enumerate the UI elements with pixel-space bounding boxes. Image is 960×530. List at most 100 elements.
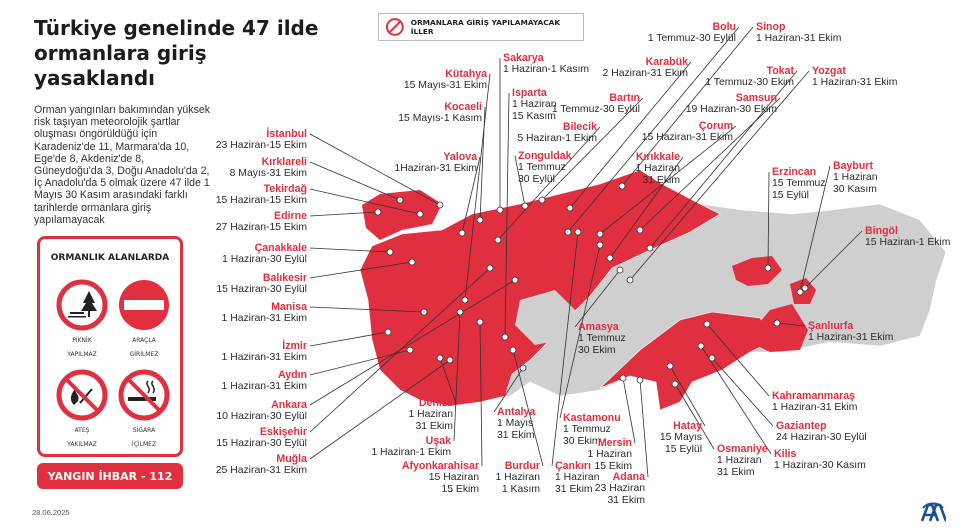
province-marker (494, 236, 502, 244)
province-name: Isparta (512, 87, 547, 99)
province-name: Ankara (271, 399, 307, 411)
thrace-region (362, 190, 442, 240)
province-name: Kahramanmaraş (772, 390, 856, 402)
province-label: Kütahya 15 Mayıs-31 Ekim (404, 68, 487, 92)
restricted-south (599, 311, 776, 411)
province-label: Çankırı 1 Haziran 31 Ekim (555, 460, 599, 497)
central-grey (515, 290, 575, 345)
ban-period: 30 Ekim (563, 436, 601, 448)
province-marker (666, 362, 674, 370)
ban-period: 31 Ekim (607, 495, 645, 507)
province-marker (408, 258, 416, 266)
leader-line (439, 357, 457, 404)
province-label: Denizli 1 Haziran 31 Ekim (409, 397, 453, 434)
province-label: Erzincan 15 Temmuz 15 Eylül (772, 166, 826, 203)
leader-line (453, 311, 461, 442)
province-name: Edirne (274, 210, 307, 222)
ban-period: 15 Mayıs (659, 432, 702, 444)
province-name: Kastamonu (563, 412, 621, 424)
province-marker (476, 318, 484, 326)
leader-line (514, 155, 526, 207)
leader-lines (309, 26, 863, 478)
leader-line (776, 322, 806, 327)
leader-line (309, 279, 516, 406)
province-marker (619, 374, 627, 382)
province-name: Antalya (497, 406, 536, 418)
province-name: Uşak (425, 435, 451, 447)
province-name: Kilis (774, 448, 797, 460)
province-label: Muğla 25 Haziran-31 Ekim (216, 453, 307, 477)
province-marker (406, 346, 414, 354)
leader-line (621, 26, 754, 187)
ban-period: 1 Haziran (717, 455, 762, 467)
leader-line (479, 321, 483, 467)
province-marker (501, 333, 509, 341)
province-name: Adana (612, 471, 645, 483)
province-name: Sakarya (503, 52, 544, 64)
restricted-erzincan (732, 256, 782, 286)
province-label: Kırklareli 8 Mayıs-31 Ekim (230, 156, 307, 180)
province-marker (436, 201, 444, 209)
province-name: Yalova (443, 151, 477, 163)
leader-line (711, 357, 774, 427)
no-fire-icon (56, 369, 108, 421)
ban-period: 1 Haziran (408, 409, 453, 421)
prohibited-icon (385, 18, 404, 36)
ban-period: 5 Haziran-1 Ekim (517, 133, 597, 145)
province-name: Bingöl (865, 225, 898, 237)
ban-period: 15 Eylül (772, 190, 809, 202)
ban-period: 31 Ekim (497, 430, 535, 442)
ban-period: 15 Ekim (594, 461, 632, 473)
province-name: Bolu (712, 21, 736, 33)
province-label: Mersin 1 Haziran 15 Ekim (588, 437, 632, 474)
province-name: Çanakkale (254, 242, 307, 254)
province-marker (436, 354, 444, 362)
province-label: Kahramanmaraş 1 Haziran-31 Ekim (772, 390, 857, 414)
leader-line (639, 379, 649, 478)
province-name: Mersin (597, 437, 632, 449)
ban-period: 1 Haziran (635, 163, 680, 175)
leader-line (622, 377, 636, 444)
province-name: Kırıkkale (635, 151, 680, 163)
leader-line (767, 171, 770, 269)
ban-period: 23 Haziran-15 Ekim (215, 140, 307, 152)
province-marker (458, 229, 466, 237)
province-name: Amasya (578, 321, 619, 333)
province-label: Karabük 2 Haziran-31 Ekim (603, 56, 688, 80)
ban-period: 15 Haziran-15 Ekim (215, 195, 307, 207)
no-entry-icon (119, 280, 169, 330)
province-marker (801, 284, 809, 292)
province-name: Hatay (673, 420, 702, 432)
province-marker (538, 196, 546, 204)
province-label: Kastamonu 1 Temmuz 30 Ekim (563, 412, 621, 449)
province-marker (476, 216, 484, 224)
leader-line (309, 161, 401, 201)
province-marker (496, 206, 504, 214)
province-label: Afyonkarahisar 15 Haziran 15 Ekim (402, 460, 479, 497)
ban-period: 10 Haziran-30 Eylül (216, 411, 307, 423)
leader-line (309, 247, 391, 253)
province-label: Antalya 1 Mayıs 31 Ekim (497, 406, 535, 443)
province-marker (384, 328, 392, 336)
ban-period: 1 Haziran-31 Ekim (808, 332, 894, 344)
leader-line (309, 359, 451, 460)
province-label: Ankara 10 Haziran-30 Eylül (216, 399, 307, 423)
ban-period: 27 Haziran-15 Ekim (215, 222, 307, 234)
ban-period: 15 Eylül (665, 444, 702, 456)
forest-rules-panel: ORMANLIK ALANLARDA PİKNİK YAPILMAZ ARAÇLA… (37, 236, 183, 457)
ban-period: 31 Ekim (555, 484, 593, 496)
leader-line (569, 61, 692, 209)
province-marker (461, 296, 469, 304)
province-name: Şanlıurfa (808, 320, 854, 332)
leader-line (700, 345, 772, 455)
ban-period: 15 Kasım (512, 111, 556, 123)
province-label: Zonguldak 1 Temmuz 30 Eylül (518, 150, 572, 187)
leader-line (599, 125, 737, 235)
province-marker (773, 319, 781, 327)
leader-line (541, 97, 644, 201)
leader-line (804, 230, 863, 289)
restricted-sanliurfa (745, 304, 808, 352)
leader-line (479, 106, 486, 221)
ban-period: 15 Mayıs-1 Kasım (398, 113, 482, 125)
